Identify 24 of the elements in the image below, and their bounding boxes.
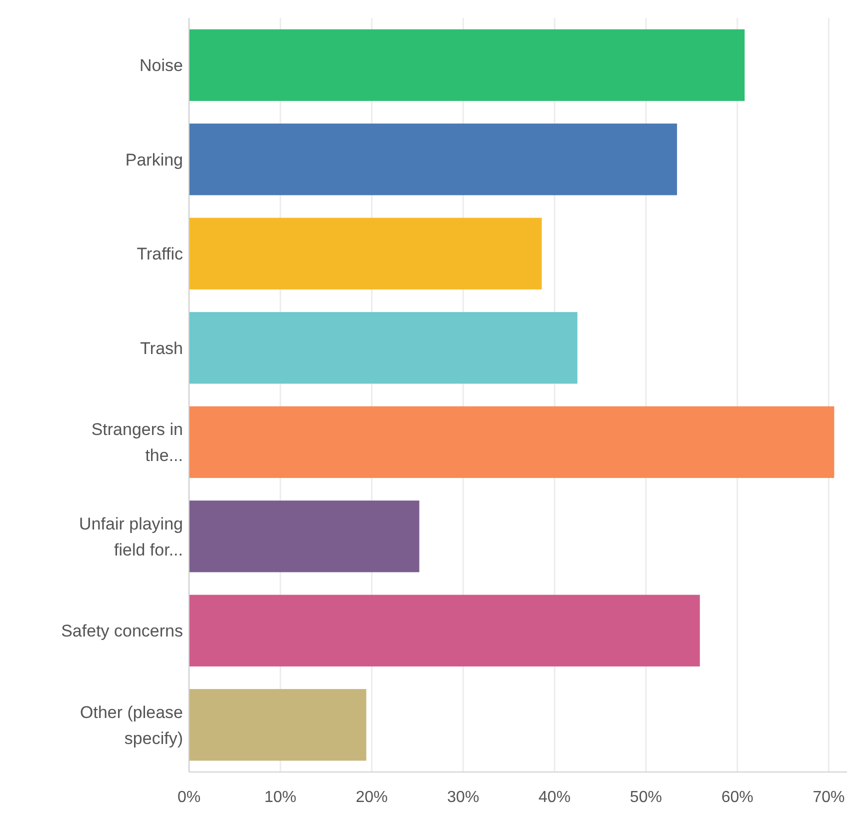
bar [189,312,578,384]
x-tick-label: 70% [812,789,845,806]
y-tick-label: Parking [125,150,183,170]
bar [189,689,366,761]
y-tick-label: Other (please specify) [80,702,183,748]
y-tick-label: Noise [140,56,183,76]
x-tick-label: 0% [177,789,201,806]
y-tick-label: Unfair playing field for... [79,514,183,560]
x-tick-label: 40% [538,789,571,806]
x-tick-label: 10% [264,789,296,806]
y-tick-label: Traffic [136,244,184,264]
x-tick-label: 60% [721,789,754,806]
bar [189,124,678,196]
bar [189,500,420,572]
y-tick-label: Trash [140,338,183,358]
y-tick-label: Safety concerns [61,622,183,641]
y-tick-label: Strangers in the... [91,420,183,466]
bar [189,594,700,666]
bar [189,218,542,290]
bar [189,29,745,101]
x-tick-label: 20% [356,789,388,806]
x-tick-label: 50% [630,789,662,806]
bar [189,406,834,478]
x-tick-label: 30% [447,789,480,806]
